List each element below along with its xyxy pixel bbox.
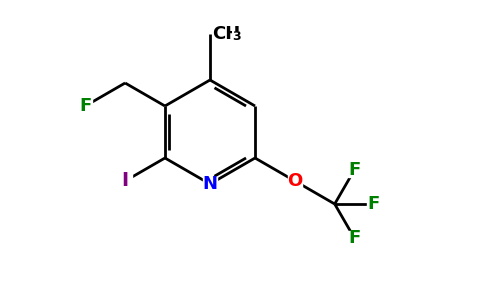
Text: F: F bbox=[348, 229, 361, 247]
Bar bbox=[118, 174, 132, 188]
Text: F: F bbox=[348, 161, 361, 179]
Bar bbox=[288, 174, 302, 188]
Text: CH: CH bbox=[212, 25, 240, 43]
Text: 3: 3 bbox=[232, 31, 241, 44]
Text: O: O bbox=[287, 172, 302, 190]
Bar bbox=[348, 164, 361, 177]
Bar bbox=[367, 197, 380, 211]
Bar bbox=[78, 99, 92, 113]
Bar bbox=[348, 231, 361, 244]
Text: F: F bbox=[368, 195, 380, 213]
Text: N: N bbox=[202, 175, 217, 193]
Text: I: I bbox=[121, 172, 129, 190]
Bar bbox=[203, 177, 217, 191]
Text: F: F bbox=[79, 97, 91, 115]
